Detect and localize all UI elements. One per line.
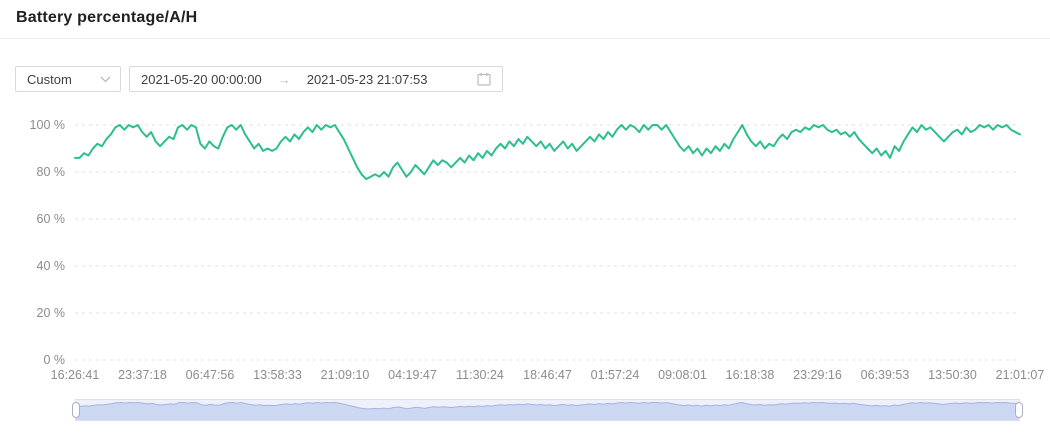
y-axis: 0 % 20 % 40 % 60 % 80 % 100 % xyxy=(10,110,66,367)
x-axis-label: 23:37:18 xyxy=(118,368,167,382)
chart-plot xyxy=(74,124,1021,361)
x-axis-label: 18:46:47 xyxy=(523,368,572,382)
x-axis: 16:26:41 23:37:18 06:47:56 13:58:33 21:09:10… xyxy=(51,368,1045,384)
x-axis-label: 13:50:30 xyxy=(928,368,977,382)
datazoom-slider[interactable] xyxy=(72,399,1023,421)
range-preset-select[interactable]: Custom xyxy=(15,66,121,92)
x-axis-label: 13:58:33 xyxy=(253,368,302,382)
datazoom-left-handle[interactable] xyxy=(72,402,80,418)
y-axis-label: 20 % xyxy=(36,306,66,320)
header-divider xyxy=(0,38,1050,39)
calendar-icon xyxy=(477,72,491,86)
y-axis-label: 60 % xyxy=(36,212,66,226)
chevron-down-icon xyxy=(100,76,111,83)
x-axis-label: 11:30:24 xyxy=(456,368,504,382)
datazoom-line xyxy=(76,401,1019,410)
y-axis-label: 80 % xyxy=(36,165,66,179)
datazoom-right-handle[interactable] xyxy=(1015,402,1023,418)
end-date-value[interactable]: 2021-05-23 21:07:53 xyxy=(306,71,428,87)
y-axis-label: 40 % xyxy=(36,259,66,273)
y-axis-label: 0 % xyxy=(43,353,65,367)
x-axis-label: 16:18:38 xyxy=(725,368,775,382)
range-arrow-icon: → xyxy=(277,71,291,87)
battery-line-series xyxy=(74,124,1021,181)
x-axis-label: 16:26:41 xyxy=(50,368,100,382)
x-axis-label: 21:01:07 xyxy=(995,368,1045,382)
range-preset-value: Custom xyxy=(27,71,72,87)
x-axis-label: 23:29:16 xyxy=(793,368,842,382)
datazoom-area xyxy=(76,402,1019,420)
x-axis-label: 04:19:47 xyxy=(388,368,437,382)
x-axis-label: 06:47:56 xyxy=(185,368,235,382)
x-axis-label: 01:57:24 xyxy=(590,368,640,382)
start-date-value[interactable]: 2021-05-20 00:00:00 xyxy=(141,71,262,87)
x-axis-label: 06:39:53 xyxy=(860,368,910,382)
datazoom-shadow-chart xyxy=(76,401,1019,420)
x-axis-label: 09:08:01 xyxy=(658,368,707,382)
date-range-picker[interactable]: 2021-05-20 00:00:00 → 2021-05-23 21:07:5… xyxy=(129,66,503,92)
page-title: Battery percentage/A/H xyxy=(16,9,198,26)
x-axis-label: 21:09:10 xyxy=(320,368,370,382)
y-axis-label: 100 % xyxy=(29,118,65,132)
